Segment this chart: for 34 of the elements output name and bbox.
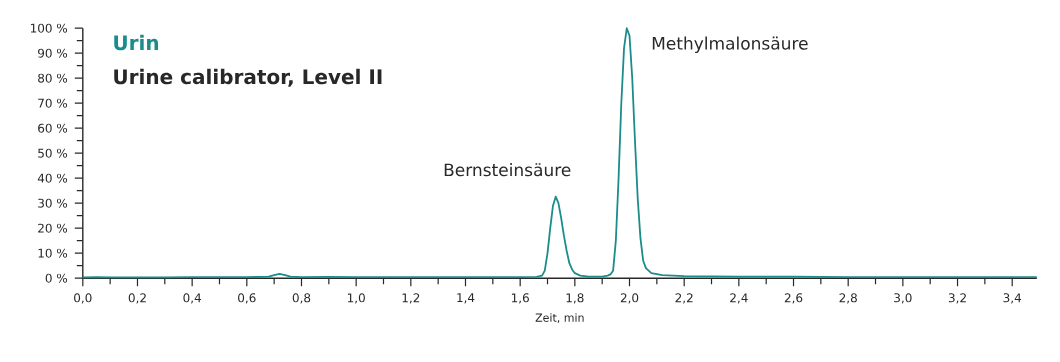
y-tick-label: 90 %: [38, 48, 68, 58]
text: Urine calibrator, Level II: [114, 68, 382, 87]
x-tick-label: 1,0: [347, 293, 365, 304]
x-tick-label: 2,4: [730, 293, 748, 304]
annotation: Methylmalonsäure: [652, 36, 808, 54]
y-tick-label: 10 %: [38, 248, 68, 258]
x-tick-label: 1,6: [511, 293, 529, 304]
y-tick-label: 40 %: [37, 173, 68, 183]
x-tick-label: 0,2: [128, 293, 146, 304]
x-tick-label: 3,0: [894, 293, 912, 304]
y-tick-label: 20 %: [38, 223, 68, 233]
y-tick-label: 100 %: [30, 23, 68, 33]
x-tick-label: 1,2: [402, 293, 420, 304]
y-tick-label: 70 %: [38, 98, 68, 108]
y-tick-label: 30 %: [38, 198, 68, 208]
x-tick-label: 0,6: [238, 293, 256, 304]
x-tick-label: 0,8: [292, 293, 311, 304]
x-tick-label: 1,4: [457, 293, 475, 304]
y-tick-label: 0 %: [45, 273, 68, 283]
x-tick-label: 0,4: [183, 293, 202, 304]
x-tick-label: 2,2: [675, 293, 693, 304]
y-tick-label: 80 %: [38, 73, 68, 83]
x-tick-label: 2,8: [839, 293, 857, 304]
x-tick-label: 1,8: [566, 293, 584, 304]
x-tick-label: 2,0: [620, 293, 639, 304]
x-axis-title: Zeit, min: [535, 313, 584, 323]
x-tick-label: 3,4: [1003, 293, 1022, 304]
y-tick-label: 60 %: [38, 123, 68, 133]
x-tick-label: 0,0: [74, 293, 92, 304]
y-tick-label: 50 %: [38, 148, 68, 158]
x-tick-label: 3,2: [948, 293, 966, 304]
chart-title: Urin: [114, 34, 159, 51]
x-tick-label: 2,6: [784, 293, 803, 304]
annotation: Bernsteinsäure: [444, 163, 571, 177]
